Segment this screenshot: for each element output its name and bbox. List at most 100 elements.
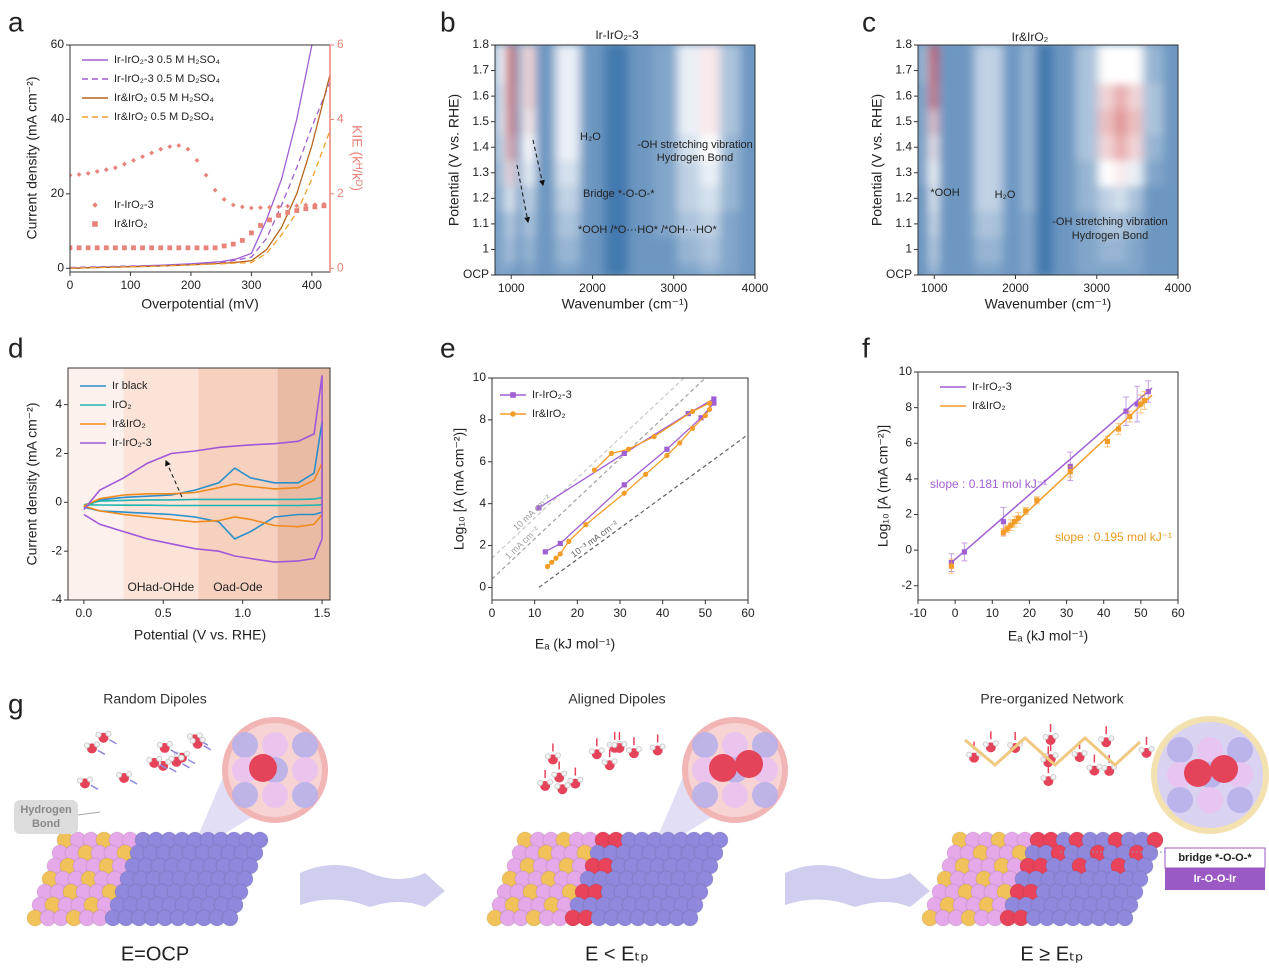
heatmap-cell [604,45,630,59]
heatmap-cell [1035,261,1055,275]
heatmap-cell [1126,261,1144,275]
heatmap-cell [1098,210,1116,238]
heatmap-cell [918,210,931,238]
water-h [659,743,666,750]
water-h [1098,736,1105,743]
water-h [1086,764,1093,771]
plot-frame [494,44,756,276]
water-h [561,770,568,777]
y-tick-label: 1.6 [472,88,489,102]
heatmap-cell [974,108,1004,135]
heatmap-cell [604,133,630,161]
zoom-atom [1227,787,1253,813]
y-tick-label: 6 [905,435,912,449]
heatmap-cell [652,82,679,110]
y-tick-label: -2 [901,578,912,592]
heatmap-cell [495,185,508,212]
heatmap-cell [579,261,606,275]
heatmap-cell [677,210,701,238]
heatmap-cell [1142,133,1165,161]
x-tick-label: 50 [699,606,713,620]
heatmap-cell [555,159,581,187]
x-tick-label: 300 [241,278,261,292]
water-h [183,750,190,757]
region-label: Oad-Ode [213,580,263,594]
y-tick-label: 60 [51,37,65,51]
heatmap-cell [699,185,721,212]
y-tick-label: 40 [51,112,65,126]
water-h [1007,742,1014,749]
water-h [611,741,618,748]
y-tick-label: 20 [51,186,65,200]
y-axis-label: Current density (mA cm⁻²) [24,403,40,566]
panel-label: c [862,6,876,37]
heatmap-cell [740,57,755,84]
heatmap-cell [974,210,1004,238]
marker [312,204,318,210]
heatmap-cell [579,133,606,161]
heatmap-cell [1075,236,1100,263]
water-h [126,770,133,777]
heatmap-cell [719,210,742,238]
heatmap-cell [514,159,524,187]
heatmap-cell [579,108,606,135]
heatmap-cell [514,82,524,110]
heatmap-cell [719,57,742,84]
panel-label: e [440,332,456,363]
reference-line [492,378,685,559]
heatmap-cell [514,57,524,84]
heatmap-cell [1142,57,1165,84]
legend-marker [92,202,98,208]
heatmap-cell [677,45,701,59]
dipole [97,749,106,756]
heatmap-cell [535,108,557,135]
heatmap-cell [937,57,951,84]
heatmap-cell [740,261,755,275]
water-h [635,746,642,753]
series-line [70,130,330,269]
heatmap-cell [604,185,630,212]
x-tick-label: 4000 [742,281,769,295]
heatmap-cell [1053,133,1077,161]
heatmap-cell [506,236,516,263]
zoom-atom [1167,737,1193,763]
y-tick-label: 10 [473,370,487,384]
annotation: -OH stretching vibration [1052,216,1168,228]
marker [651,434,657,440]
heatmap-cell [1142,236,1165,263]
marker [1067,469,1073,475]
heatmap-cell [522,185,537,212]
heatmap-cell [950,236,976,263]
water-h [186,733,193,740]
legend-label: Ir-IrO₂-3 0.5 M D₂SO₄ [114,73,220,85]
heatmap-cell [1126,45,1144,59]
heatmap-cell [1053,185,1077,212]
zoom-o [1184,759,1212,787]
y-tick-label: 1.6 [895,88,912,102]
atom [681,909,699,927]
legend-label: Ir&IrO₂ [114,218,148,230]
marker [239,237,245,243]
heatmap-cell [1098,185,1116,212]
legend-label: Ir-IrO₂-3 [972,381,1012,393]
water-h [544,753,551,760]
y-tick-label: 2 [55,446,62,460]
scene-title: Pre-organized Network [980,691,1124,707]
legend-label: Ir-IrO₂-3 [112,437,152,449]
heatmap-cell [652,210,679,238]
marker [1115,426,1122,432]
heatmap-cell [1002,108,1023,135]
marker [1023,508,1029,514]
y-tick-label: -2 [51,543,62,557]
heatmap-cell [506,210,516,238]
scene-condition: E ≥ Eₜₚ [1020,943,1083,965]
heatmap-cell [929,45,939,59]
marker [1004,526,1010,532]
heatmap-cell [514,261,524,275]
marker [549,559,555,565]
heatmap-cell [628,236,654,263]
dipole [203,745,212,751]
heatmap-cell [1002,159,1023,187]
legend-marker [510,392,516,398]
